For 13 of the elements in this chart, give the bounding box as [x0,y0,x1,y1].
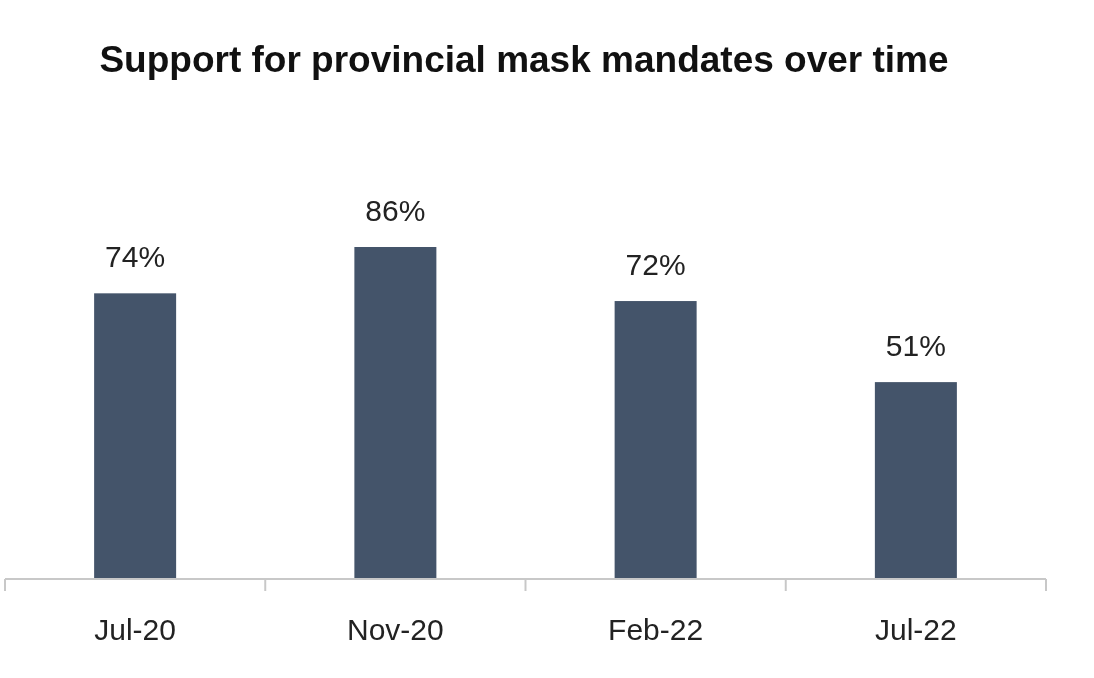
bar [354,247,437,579]
data-label: 72% [625,248,686,282]
x-tick-label: Jul-20 [94,613,176,646]
data-label: 86% [365,194,426,227]
data-label: 51% [885,329,946,363]
data-label: 74% [105,240,166,274]
bar [94,293,177,579]
x-tick-label: Nov-20 [347,613,444,646]
bar [874,382,957,579]
x-tick-label: Feb-22 [608,613,704,646]
bar [614,301,697,579]
chart-title: Support for provincial mask mandates over time [99,39,949,80]
x-tick-label: Jul-22 [875,613,957,646]
